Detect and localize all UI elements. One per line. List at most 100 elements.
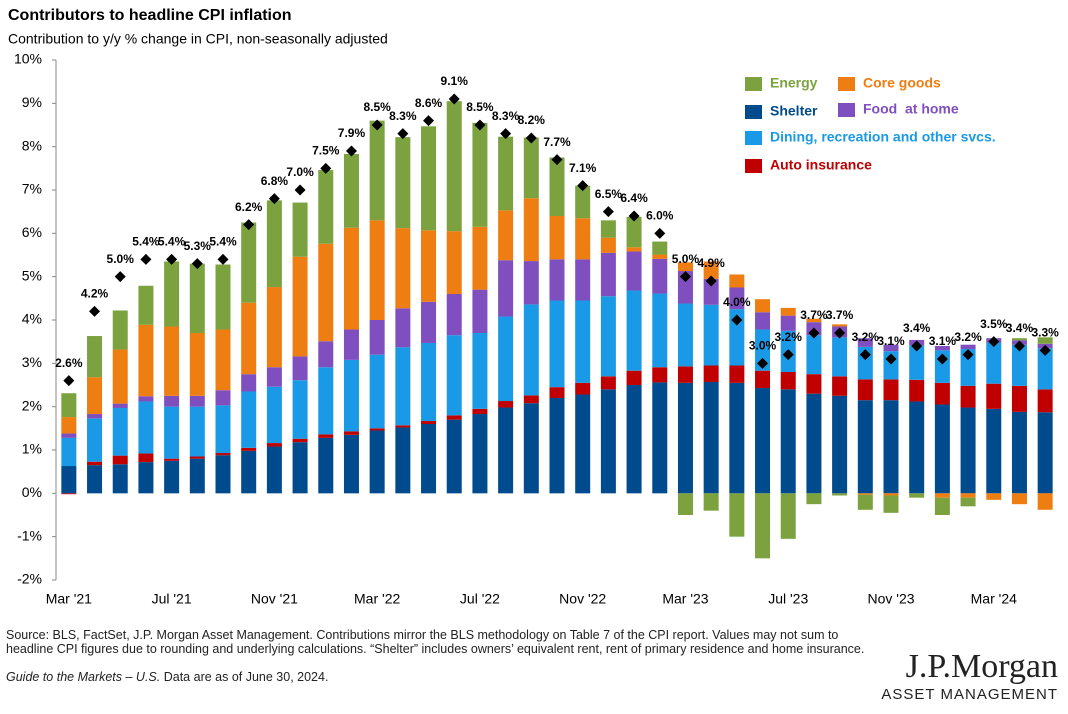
headline-marker	[63, 375, 75, 387]
data-label: 3.3%	[1031, 326, 1059, 340]
data-label: 3.7%	[826, 308, 854, 322]
headline-marker	[191, 258, 203, 270]
bar-segment	[703, 261, 719, 279]
bar-segment	[318, 170, 334, 244]
bar-segment	[652, 382, 668, 494]
bar-segment	[421, 342, 437, 421]
y-tick-label: 0%	[22, 484, 42, 500]
bar-segment	[395, 137, 411, 229]
data-label: 7.7%	[543, 135, 571, 149]
bar-segment	[369, 354, 385, 429]
bar-segment	[575, 259, 591, 301]
headline-marker	[1013, 340, 1025, 352]
bar-segment	[1037, 389, 1053, 413]
data-label: 7.5%	[312, 144, 340, 158]
bar-segment	[189, 406, 205, 457]
bar-segment	[472, 333, 488, 409]
bar-segment	[446, 335, 462, 416]
bar-segment	[523, 198, 539, 262]
bar-segment	[600, 389, 616, 494]
bar-segment	[87, 465, 103, 494]
bar-segment	[112, 403, 128, 408]
bar-segment	[857, 379, 873, 401]
data-label: 8.6%	[415, 96, 443, 110]
legend-label: Energy	[770, 75, 818, 91]
headline-marker	[500, 128, 512, 140]
bar-segment	[652, 241, 668, 255]
bar-segment	[960, 493, 976, 498]
headline-marker	[525, 132, 537, 144]
bar-segment	[112, 464, 128, 494]
bar-segment	[780, 493, 796, 539]
bar-segment	[832, 376, 848, 396]
bar-segment	[318, 341, 334, 368]
bar-segment	[241, 222, 257, 303]
bar-segment	[626, 251, 642, 291]
bar-segment	[1011, 493, 1027, 505]
bar-segment	[446, 231, 462, 294]
bar-segment	[395, 308, 411, 348]
bar-segment	[703, 278, 719, 305]
bar-segment	[1037, 348, 1053, 390]
bar-segment	[677, 366, 693, 383]
bar-segment	[1011, 385, 1027, 412]
headline-marker	[602, 206, 614, 218]
bar-segment	[677, 382, 693, 494]
bar-segment	[343, 329, 359, 360]
data-label: 3.2%	[852, 330, 880, 344]
bar-segment	[421, 301, 437, 343]
bar-segment	[61, 393, 77, 418]
headline-marker	[448, 93, 460, 105]
bar-segment	[292, 202, 308, 257]
bar-segment	[241, 302, 257, 375]
bar-segment	[652, 254, 668, 259]
bar-segment	[523, 403, 539, 494]
brand: J.P.Morgan	[905, 648, 1058, 685]
bar-segment	[755, 370, 771, 389]
bar-segment	[832, 395, 848, 494]
bar-segment	[164, 395, 180, 407]
headline-marker	[423, 115, 435, 127]
bar-segment	[87, 336, 103, 378]
bar-segment	[241, 450, 257, 494]
chart-subtitle: Contribution to y/y % change in CPI, non…	[8, 31, 388, 47]
bar-segment	[343, 359, 359, 432]
headline-marker	[654, 227, 666, 239]
bar-segment	[755, 388, 771, 494]
x-tick-label: Mar '21	[46, 591, 92, 607]
headline-marker	[166, 253, 178, 265]
data-label: 3.1%	[929, 334, 957, 348]
legend-swatch	[745, 105, 762, 119]
bar-segment	[472, 122, 488, 227]
headline-marker	[577, 180, 589, 192]
bar-segment	[292, 380, 308, 439]
y-tick-label: 10%	[14, 51, 42, 67]
bar-segment	[87, 377, 103, 415]
bar-segment	[703, 493, 719, 511]
bar-segment	[138, 396, 154, 402]
legend-label: Dining, recreation and other svcs.	[770, 129, 996, 145]
bar-segment	[1037, 337, 1053, 344]
x-tick-label: Nov '21	[251, 591, 298, 607]
bar-segment	[909, 379, 925, 402]
bar-segment	[112, 310, 128, 350]
bar-segment	[189, 263, 205, 333]
bar-segment	[369, 120, 385, 221]
bar-segment	[87, 414, 103, 419]
x-tick-label: Jul '21	[152, 591, 192, 607]
bar-segment	[421, 420, 437, 424]
bar-segment	[61, 433, 77, 438]
x-tick-label: Mar '24	[971, 591, 1017, 607]
bar-segment	[164, 458, 180, 461]
legend-swatch	[745, 77, 762, 91]
bar-segment	[446, 294, 462, 336]
chart-title: Contributors to headline CPI inflation	[8, 7, 292, 24]
y-tick-label: -1%	[17, 527, 42, 543]
data-label: 3.7%	[800, 308, 828, 322]
data-label: 6.8%	[261, 174, 289, 188]
bar-segment	[960, 497, 976, 507]
bar-segment	[343, 227, 359, 330]
bar-segment	[472, 414, 488, 494]
headline-marker	[89, 305, 101, 317]
